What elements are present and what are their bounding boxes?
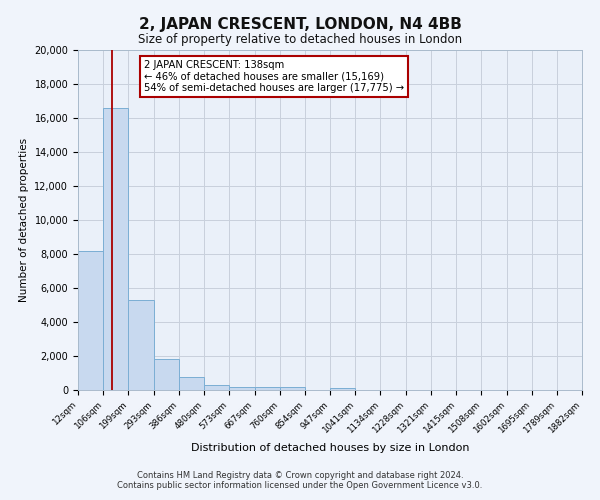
- Text: Contains HM Land Registry data © Crown copyright and database right 2024.: Contains HM Land Registry data © Crown c…: [137, 470, 463, 480]
- Y-axis label: Number of detached properties: Number of detached properties: [19, 138, 29, 302]
- Bar: [204, 385, 229, 390]
- Bar: [254, 388, 280, 390]
- Bar: [229, 386, 254, 390]
- X-axis label: Distribution of detached houses by size in London: Distribution of detached houses by size …: [191, 443, 469, 453]
- Bar: [128, 300, 154, 390]
- Bar: [154, 360, 179, 390]
- Text: 2, JAPAN CRESCENT, LONDON, N4 4BB: 2, JAPAN CRESCENT, LONDON, N4 4BB: [139, 18, 461, 32]
- Bar: [78, 250, 103, 390]
- Text: Contains public sector information licensed under the Open Government Licence v3: Contains public sector information licen…: [118, 480, 482, 490]
- Bar: [280, 388, 305, 390]
- Bar: [103, 108, 128, 390]
- Text: 2 JAPAN CRESCENT: 138sqm
← 46% of detached houses are smaller (15,169)
54% of se: 2 JAPAN CRESCENT: 138sqm ← 46% of detach…: [143, 60, 404, 94]
- Text: Size of property relative to detached houses in London: Size of property relative to detached ho…: [138, 32, 462, 46]
- Bar: [330, 388, 355, 390]
- Bar: [179, 378, 204, 390]
